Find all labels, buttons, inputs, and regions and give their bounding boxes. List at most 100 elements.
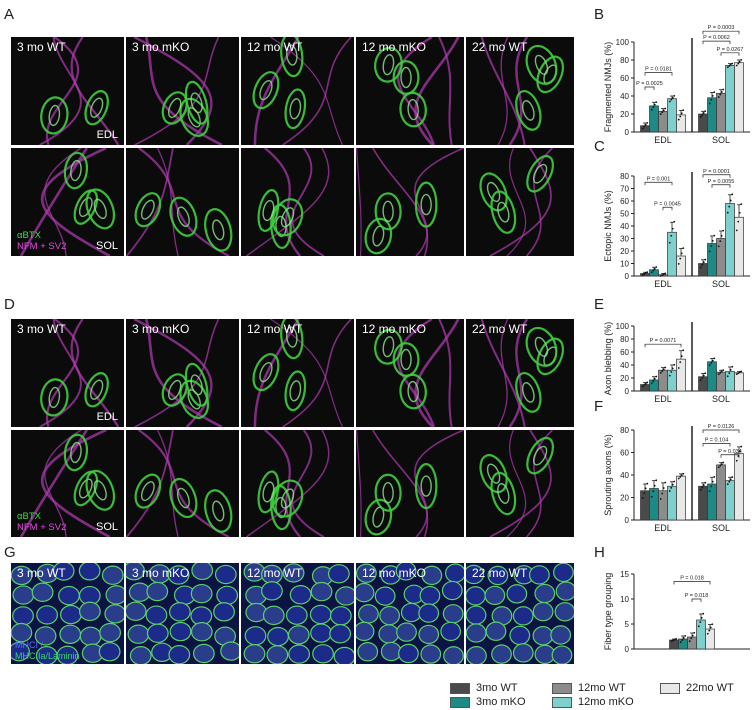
panel-letter-h: H: [594, 544, 605, 561]
data-point: [722, 229, 725, 232]
bar: [696, 619, 706, 650]
p-value-label: P = 0.104: [705, 438, 729, 444]
data-point: [731, 193, 734, 196]
muscle-fiber: [79, 626, 102, 647]
micrograph-image: [480, 37, 565, 145]
muscle-fiber: [36, 605, 58, 625]
data-point: [661, 274, 664, 277]
muscle-fiber: [466, 646, 487, 664]
endplate: [134, 192, 162, 228]
micrograph-image: [133, 319, 223, 427]
muscle-fiber: [129, 645, 152, 664]
axon-stroke: [396, 37, 436, 145]
endplate: [257, 470, 280, 514]
bar: [698, 263, 708, 277]
data-point: [653, 377, 656, 380]
y-tick-label: 100: [616, 38, 630, 47]
micrograph-image: [356, 430, 464, 537]
stain-label-green: MHCIIa/Laminin: [15, 651, 80, 661]
data-point: [682, 637, 685, 639]
data-point: [711, 480, 714, 483]
y-tick-label: 10: [620, 595, 629, 604]
axon-stroke: [40, 148, 111, 256]
data-point: [719, 464, 722, 467]
micrograph-image: [39, 319, 120, 427]
data-point: [661, 111, 664, 114]
data-point: [646, 121, 649, 124]
y-axis-label: Axon blebbing (%): [603, 322, 613, 396]
muscle-fiber: [266, 645, 289, 664]
legend-swatch: [450, 682, 470, 694]
muscle-fiber: [509, 625, 531, 646]
p-value-label: P = 0.0071: [650, 338, 677, 344]
muscle-fiber: [244, 626, 267, 646]
data-point: [643, 273, 646, 275]
micrograph-image: [11, 563, 124, 664]
stain-label-green: αBTX: [17, 230, 41, 241]
endplate: [414, 181, 438, 228]
micrograph-image: [466, 563, 574, 664]
muscle-fiber: [419, 585, 441, 606]
y-axis-label: Fragmented NMJs (%): [603, 42, 613, 133]
endplate: [525, 326, 558, 367]
panel-a-micrograph: 3 mo mKO: [126, 37, 239, 145]
y-tick-label: 20: [620, 494, 629, 503]
micrograph-image: [356, 563, 464, 664]
data-point: [682, 349, 685, 352]
data-point: [682, 472, 685, 475]
bar: [640, 490, 650, 521]
muscle-fiber: [99, 622, 122, 643]
panel-g-micrograph: 12 mo WT: [241, 563, 354, 664]
panel-d-micrograph: [356, 430, 464, 537]
muscle-fiber: [312, 644, 334, 664]
bar: [716, 464, 726, 521]
data-point: [702, 612, 705, 615]
data-point: [646, 271, 649, 274]
p-value-label: P = 0.0055: [708, 179, 735, 185]
muscle-fiber: [466, 605, 487, 625]
data-point: [673, 220, 676, 223]
y-tick-label: 60: [620, 348, 629, 357]
micrograph-image: [39, 37, 120, 145]
data-point: [653, 484, 656, 487]
muscle-fiber: [11, 565, 33, 586]
data-point: [711, 359, 714, 362]
bar: [716, 92, 726, 133]
data-point: [670, 98, 673, 101]
panel-a-micrograph: [126, 148, 239, 256]
axon-stroke: [264, 148, 302, 256]
y-tick-label: 100: [616, 322, 630, 331]
endplate: [161, 373, 188, 407]
data-point: [720, 463, 723, 465]
muscle-fiber: [167, 565, 190, 585]
axon-stroke: [438, 319, 453, 427]
data-point: [722, 369, 725, 372]
bar: [667, 369, 677, 392]
data-point: [655, 375, 658, 378]
muscle-fiber: [285, 605, 308, 625]
p-value-label: P = 0.0062: [703, 35, 730, 41]
data-point: [643, 492, 646, 495]
significance-bracket: [644, 72, 673, 76]
muscle-fiber: [78, 563, 101, 581]
micrograph-label: 3 mo WT: [17, 566, 66, 580]
muscle-fiber: [555, 581, 574, 601]
significance-bracket: [702, 443, 731, 447]
muscle-fiber: [506, 584, 528, 604]
micrograph-image: [252, 319, 352, 427]
endplate: [161, 91, 188, 125]
p-value-label: P = 0.0045: [654, 201, 681, 207]
legend-item-3mo-mko: 3mo mKO: [450, 696, 526, 708]
data-point: [702, 261, 705, 264]
data-point: [702, 112, 705, 114]
y-tick-label: 20: [620, 374, 629, 383]
endplate: [284, 88, 307, 130]
data-point: [677, 118, 680, 121]
muscle-fiber: [243, 644, 266, 664]
muscle-fiber: [356, 582, 375, 603]
data-point: [720, 370, 723, 373]
data-point: [652, 269, 655, 272]
legend: 3mo WT 12mo WT 22mo WT 3mo mKO 12mo mKO: [420, 680, 756, 710]
muscle-fiber: [532, 626, 554, 646]
data-point: [662, 368, 665, 371]
